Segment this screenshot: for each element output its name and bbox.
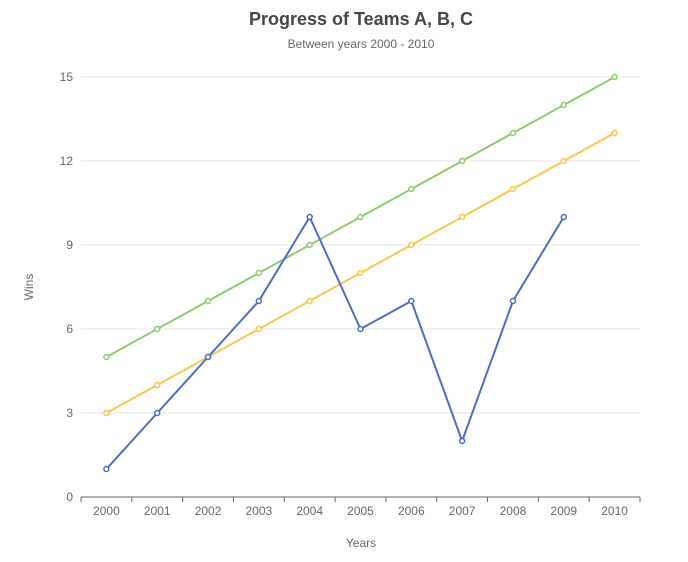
x-tick-label-2004: 2004 [296, 504, 323, 518]
data-point [103, 465, 110, 473]
data-point [560, 157, 568, 165]
data-point [560, 213, 568, 221]
data-point [357, 325, 364, 333]
y-tick-label-3: 3 [66, 406, 73, 420]
x-tick-label-2005: 2005 [347, 504, 374, 518]
y-axis-ticks: 0 3 6 9 12 15 [60, 70, 74, 504]
x-tick-label-2007: 2007 [449, 504, 476, 518]
data-point [408, 185, 415, 193]
data-point [204, 353, 212, 361]
series-1 [103, 129, 618, 417]
data-point [153, 325, 161, 333]
data-point [509, 129, 517, 137]
series-line [105, 216, 565, 470]
data-point [153, 381, 161, 389]
data-point [255, 297, 263, 305]
data-point [408, 297, 415, 305]
y-tick-label-6: 6 [66, 322, 73, 336]
y-tick-label-0: 0 [66, 490, 73, 504]
series-group [103, 73, 618, 473]
chart-title: Progress of Teams A, B, C [249, 9, 473, 29]
x-tick-label-2001: 2001 [144, 504, 171, 518]
x-tick-label-2010: 2010 [601, 504, 628, 518]
x-tick-label-2003: 2003 [246, 504, 273, 518]
x-axis-label: Years [346, 536, 376, 550]
series-2 [103, 213, 568, 473]
data-point [306, 213, 313, 221]
data-point [103, 409, 110, 417]
data-point [458, 437, 466, 445]
data-point [103, 353, 110, 361]
x-axis: 2000 2001 2002 2003 2004 2005 2006 2007 2008 2009… [80, 496, 641, 518]
y-axis-label: Wins [22, 274, 36, 301]
x-tick-label-2008: 2008 [500, 504, 527, 518]
data-point [458, 213, 466, 221]
x-tick-label-2002: 2002 [195, 504, 222, 518]
data-point [458, 157, 466, 165]
data-point [204, 297, 212, 305]
chart-subtitle: Between years 2000 - 2010 [288, 37, 435, 51]
y-tick-label-15: 15 [60, 70, 74, 84]
series-0 [103, 73, 618, 361]
x-tick-label-2009: 2009 [550, 504, 577, 518]
data-point [611, 129, 618, 137]
data-point [509, 297, 517, 305]
data-point [255, 269, 263, 277]
data-point [255, 325, 263, 333]
data-point [357, 213, 364, 221]
data-point [357, 269, 364, 277]
data-point [408, 241, 415, 249]
y-tick-label-9: 9 [66, 238, 73, 252]
data-point [306, 297, 313, 305]
x-tick-label-2000: 2000 [93, 504, 120, 518]
data-point [611, 73, 618, 81]
gridlines [81, 76, 640, 414]
data-point [306, 241, 313, 249]
data-point [560, 101, 568, 109]
data-point [153, 409, 161, 417]
y-tick-label-12: 12 [60, 154, 74, 168]
x-tick-label-2006: 2006 [398, 504, 425, 518]
data-point [509, 185, 517, 193]
